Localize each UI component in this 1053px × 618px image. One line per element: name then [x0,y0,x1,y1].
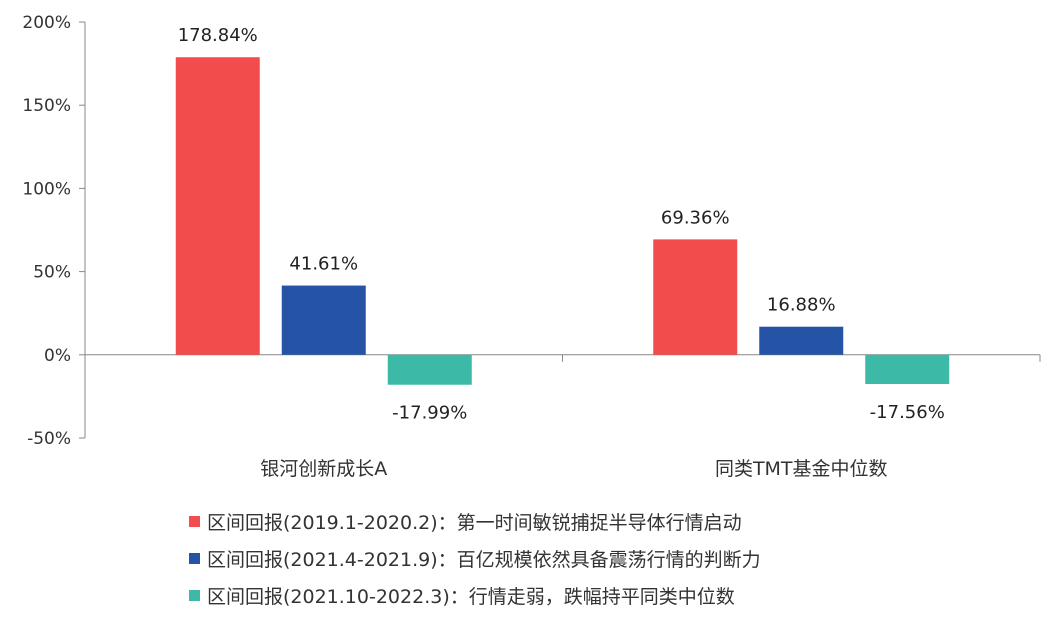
data-label: 178.84% [178,25,258,46]
data-label: 41.61% [289,254,358,275]
data-label: 16.88% [767,295,836,316]
y-tick-label: 50% [33,263,71,283]
data-label: -17.99% [392,403,467,424]
y-tick-label: 100% [22,179,71,199]
y-tick-label: 0% [44,346,71,366]
bar [653,239,738,355]
legend-swatch [189,553,200,564]
bar-chart: 200% 150% 100% 50% 0% -50% 178.84% 41.61% -17.99… [22,13,1041,480]
data-label: -17.56% [870,402,945,423]
legend-swatch [189,516,200,527]
legend-label: 区间回报(2019.1-2020.2)：第一时间敏锐捕捉半导体行情启动 [207,512,742,534]
legend-label: 区间回报(2021.4-2021.9)：百亿规模依然具备震荡行情的判断力 [207,549,761,571]
bar [865,354,950,385]
data-label: 69.36% [661,207,730,228]
category-label: 同类TMT基金中位数 [715,458,888,480]
category-label: 银河创新成长A [260,458,387,480]
bar [175,57,260,355]
y-tick-label: -50% [27,429,71,449]
legend-swatch [189,590,200,601]
legend-label: 区间回报(2021.10-2022.3)：行情走弱，跌幅持平同类中位数 [207,586,735,608]
y-tick-label: 150% [22,96,71,116]
legend-item: 区间回报(2021.10-2022.3)：行情走弱，跌幅持平同类中位数 [189,577,761,614]
legend-item: 区间回报(2019.1-2020.2)：第一时间敏锐捕捉半导体行情启动 [189,503,761,540]
bar [759,326,844,355]
bar [387,354,472,385]
bar [281,285,366,355]
y-tick-label: 200% [22,13,71,33]
legend: 区间回报(2019.1-2020.2)：第一时间敏锐捕捉半导体行情启动 区间回报… [189,503,761,614]
legend-item: 区间回报(2021.4-2021.9)：百亿规模依然具备震荡行情的判断力 [189,540,761,577]
